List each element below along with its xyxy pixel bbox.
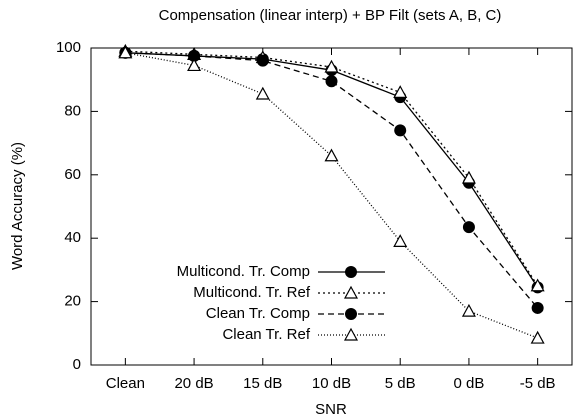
y-axis-label: Word Accuracy (%) [9,142,26,270]
x-tick-label: Clean [106,375,145,392]
marker [256,54,269,67]
marker [461,170,476,184]
marker [324,59,339,73]
marker [393,234,408,247]
y-tick-label: 20 [64,293,81,310]
legend-marker [345,266,357,278]
marker [255,86,270,100]
y-tick-label: 100 [56,39,81,56]
y-tick-label: 40 [64,229,81,246]
marker [188,49,201,62]
marker [118,45,133,59]
plot-frame [90,47,573,366]
x-axis-label: SNR [315,401,347,418]
marker [530,278,545,292]
legend-label: Clean Tr. Comp [206,305,310,322]
x-tick-label: -5 dB [520,375,556,392]
y-tick-label: 0 [73,356,81,373]
marker [461,303,476,317]
legend-marker [343,285,359,299]
marker [531,301,544,314]
marker [462,221,475,234]
legend-label: Multicond. Tr. Ref [193,284,311,301]
x-tick-label: 0 dB [453,375,484,392]
y-tick-label: 80 [64,102,81,119]
x-tick-label: 10 dB [312,375,351,392]
legend-label: Clean Tr. Ref [222,326,310,343]
legend-marker [345,308,357,320]
marker [187,58,202,72]
y-tick-label: 60 [64,166,81,183]
x-tick-label: 5 dB [385,375,416,392]
marker [324,148,339,162]
series-line [125,52,539,288]
legend-label: Multicond. Tr. Comp [177,263,310,280]
x-tick-label: 20 dB [174,375,213,392]
marker [393,85,408,98]
x-tick-label: 15 dB [243,375,282,392]
marker [325,75,338,88]
chart-title: Compensation (linear interp) + BP Filt (… [159,7,502,24]
series-line [125,52,538,339]
legend-marker [343,327,359,341]
marker [394,124,407,137]
marker [530,330,545,344]
